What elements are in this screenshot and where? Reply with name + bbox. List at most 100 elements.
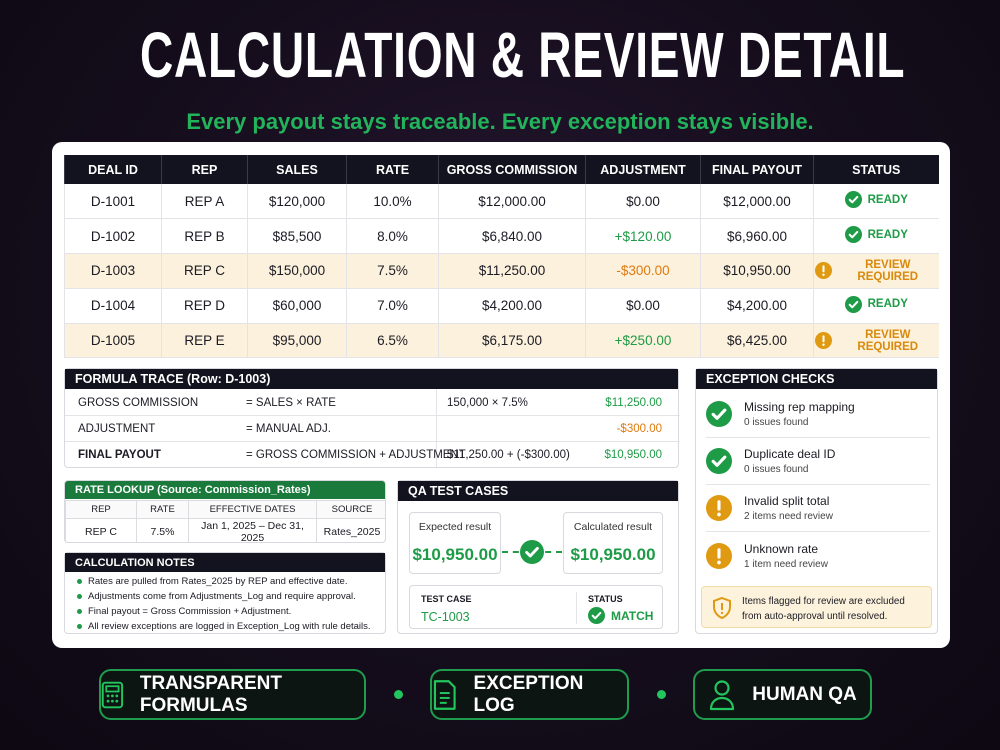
section-title: EXCEPTION CHECKS [696, 369, 937, 389]
cell: 7.5% [136, 518, 189, 542]
cell: $0.00 [585, 288, 701, 324]
ex-label: Missing rep mapping [744, 400, 855, 414]
status-value: MATCH [588, 607, 653, 624]
rect [721, 603, 723, 610]
section-title: RATE LOOKUP (Source: Commission_Rates) [65, 481, 385, 499]
calculation-notes: CALCULATION NOTES Rates are pulled from … [64, 552, 386, 634]
cell: REP E [161, 323, 248, 359]
cell: +$250.00 [585, 323, 701, 359]
note-text: Items flagged for review are excluded fr… [742, 596, 905, 622]
col-header: ADJUSTMENT [585, 155, 701, 184]
ex-item: Missing rep mapping 0 issues found [706, 391, 930, 438]
ex-detail: 0 issues found [744, 464, 809, 475]
table-row: D-1002 REP B $85,500 8.0% $6,840.00 +$120.00 $… [64, 218, 939, 255]
col-header: FINAL PAYOUT [700, 155, 814, 184]
st: REVIEW REQUIRED [815, 329, 938, 353]
formula-trace: FORMULA TRACE (Row: D-1003) GROSS COMMIS… [64, 368, 680, 468]
footer-dot [657, 690, 666, 699]
pill-label: HUMAN QA [752, 683, 857, 705]
status-icon [845, 296, 862, 313]
circle [714, 679, 730, 696]
cell: READY [813, 184, 939, 220]
test-case-value: TC-1003 [421, 610, 470, 624]
col-header: SALES [247, 155, 347, 184]
result-box: Calculated result $10,950.00 [563, 512, 663, 574]
div: Duplicate deal ID 0 issues found [744, 447, 835, 475]
cell: $150,000 [247, 253, 347, 289]
circle [720, 611, 724, 615]
note-item: Rates are pulled from Rates_2025 by REP … [77, 576, 347, 587]
table-row: D-1003 REP C $150,000 7.5% $11,250.00 -$300.0… [64, 253, 939, 289]
cell: REVIEW REQUIRED [813, 253, 939, 289]
shield-icon [713, 596, 731, 620]
ft-row: FINAL PAYOUT = GROSS COMMISSION + ADJUSTM… [65, 442, 680, 468]
col-header: REP [161, 155, 248, 184]
trace-label: GROSS COMMISSION [78, 396, 199, 409]
tbody: REP RATE EFFECTIVE DATES SOURCE REP C 7.5% Ja… [65, 500, 385, 542]
ex-detail: 2 items need review [744, 511, 833, 522]
col-header: EFFECTIVE DATES [188, 500, 317, 519]
ex-label: Unknown rate [744, 541, 819, 556]
section-title: FORMULA TRACE (Row: D-1003) [65, 369, 678, 389]
check-icon [706, 495, 732, 521]
status-text: MATCH [611, 608, 654, 623]
tr: REP C 7.5% Jan 1, 2025 – Dec 31, 2025 Rates… [65, 518, 385, 542]
ft-row: GROSS COMMISSION = SALES × RATE 150,000 × … [65, 390, 680, 416]
trace-result: $11,250.00 [605, 396, 662, 409]
status-icon [815, 332, 832, 349]
trace-calc: $11,250.00 + (-$300.00) [447, 449, 570, 461]
table-row: D-1004 REP D $60,000 7.0% $4,200.00 $0.00 $4,2… [64, 288, 939, 324]
status-text: READY [867, 228, 908, 241]
ex-detail: 1 item need review [744, 558, 828, 570]
cell: $85,500 [247, 218, 347, 255]
cell: D-1003 [64, 253, 162, 289]
note-item: All review exceptions are logged in Exce… [77, 621, 371, 632]
col-header: STATUS [813, 155, 939, 184]
col-header: RATE [346, 155, 439, 184]
cell: $4,200.00 [438, 288, 586, 324]
cell: $10,950.00 [700, 253, 814, 289]
cell: $12,000.00 [700, 184, 814, 220]
cell: D-1002 [64, 218, 162, 255]
circle [115, 699, 119, 703]
pill-icon [101, 681, 124, 708]
trace-formula: = GROSS COMMISSION + ADJUSTMENT [246, 449, 466, 461]
ft-row: ADJUSTMENT = MANUAL ADJ. -$300.00 [65, 416, 680, 442]
div: Invalid split total 2 items need review [744, 494, 833, 522]
cell: $6,960.00 [700, 218, 814, 255]
tr: REP RATE EFFECTIVE DATES SOURCE [65, 500, 385, 519]
st: READY [845, 226, 908, 243]
table-row: D-1001 REP A $120,000 10.0% $12,000.00 $0.00 $… [64, 184, 939, 220]
cell: D-1004 [64, 288, 162, 324]
ex-item: Invalid split total 2 items need review [706, 485, 930, 532]
test-case-label: TEST CASE [421, 594, 472, 604]
footer-pill: EXCEPTION LOG [430, 669, 629, 720]
cell: $120,000 [247, 184, 347, 220]
qa-big: $10,950.00 [570, 545, 656, 564]
col-header: RATE [136, 500, 189, 519]
status-icon [845, 226, 862, 243]
footer-pill: HUMAN QA [693, 669, 872, 720]
cell: 7.5% [346, 253, 439, 289]
circle [115, 693, 119, 697]
test-case-box: TEST CASE TC-1003 STATUS MATCH [409, 585, 663, 629]
status-text: READY [867, 193, 908, 206]
trace-calc: 150,000 × 7.5% [447, 396, 528, 409]
col-header: SOURCE [316, 500, 385, 519]
circle [111, 693, 114, 697]
trace-label: FINAL PAYOUT [78, 449, 161, 461]
header-row: DEAL ID REP SALES RATE GROSS COMMISSION ADJUS… [64, 155, 939, 184]
ex-detail: 0 issues found [744, 417, 809, 428]
ex-item: Unknown rate 1 item need review [706, 532, 930, 579]
check-icon [706, 543, 732, 569]
check-icon [706, 401, 732, 427]
rect [101, 681, 124, 708]
cell: $6,175.00 [438, 323, 586, 359]
cell: REP D [161, 288, 248, 324]
cell: +$120.00 [585, 218, 701, 255]
col-header: REP [65, 500, 137, 519]
status-icon [815, 262, 832, 279]
cell: $6,425.00 [700, 323, 814, 359]
status-label: STATUS [588, 594, 623, 604]
